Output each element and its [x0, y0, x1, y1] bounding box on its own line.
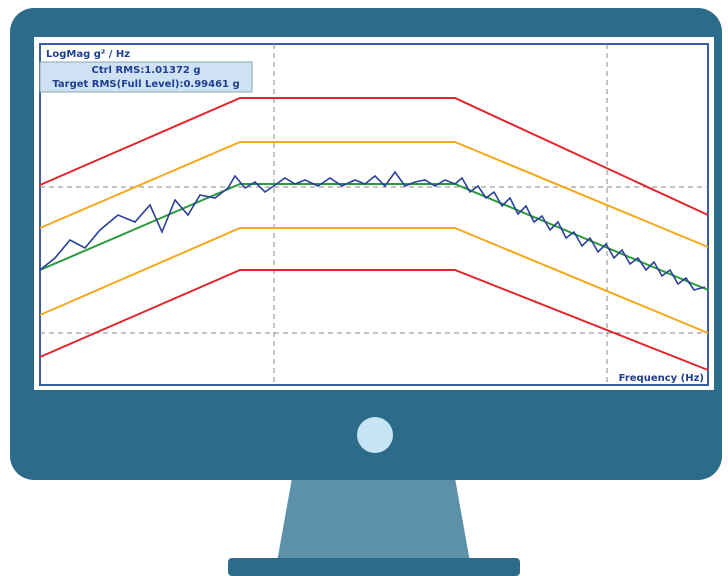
y-axis-label: LogMag g² / Hz	[46, 49, 130, 60]
target-rms: Target RMS(Full Level):0.99461 g	[52, 79, 239, 90]
monitor-base	[228, 558, 520, 576]
ctrl-rms: Ctrl RMS:1.01372 g	[92, 65, 201, 76]
power-button	[357, 417, 393, 453]
plot-frame	[40, 44, 708, 385]
page: LogMag g² / Hz Ctrl RMS:1.01372 g Target…	[0, 0, 728, 576]
monitor-illustration: LogMag g² / Hz Ctrl RMS:1.01372 g Target…	[0, 0, 728, 576]
monitor-stand	[277, 478, 470, 562]
x-axis-label: Frequency (Hz)	[619, 373, 704, 384]
